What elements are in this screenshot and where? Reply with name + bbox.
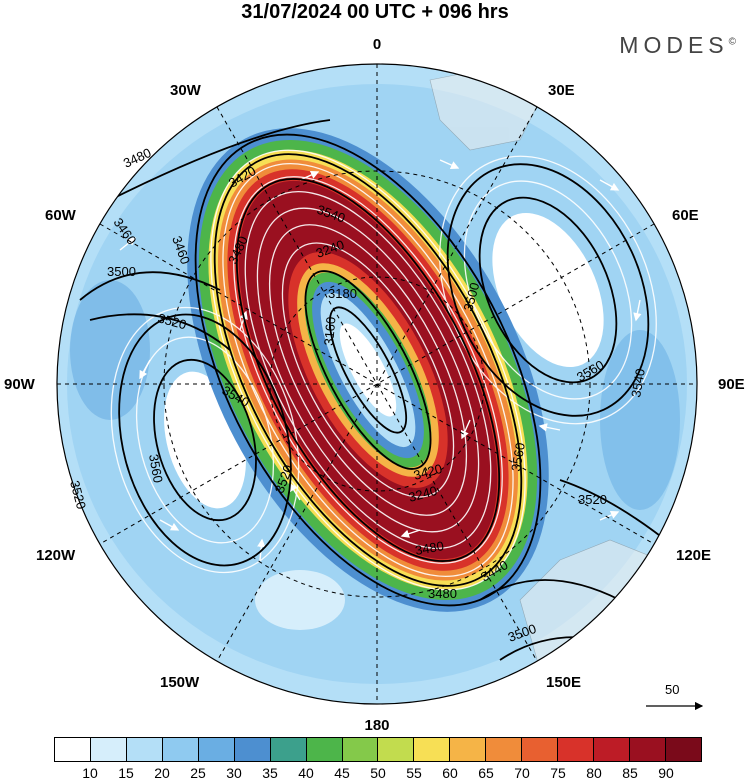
colorbar-tick-label: 20 [154, 765, 170, 781]
lon-label-120w: 120W [36, 547, 76, 564]
colorbar-swatch [414, 738, 451, 761]
reference-vector-label: 50 [665, 682, 680, 697]
graticule [57, 64, 697, 704]
contour-label: 3560 [146, 453, 166, 484]
colorbar-tick-label: 40 [298, 765, 314, 781]
colorbar-swatch [665, 738, 701, 761]
colorbar-tick-label: 70 [514, 765, 530, 781]
colorbar-swatch [342, 738, 379, 761]
colorbar-tick-label: 65 [478, 765, 494, 781]
colorbar-tick-label: 50 [370, 765, 386, 781]
colorbar-tick-label: 35 [262, 765, 278, 781]
contour-label: 3240 [407, 483, 439, 505]
colorbar-swatch [378, 738, 415, 761]
colorbar-tick-label: 55 [406, 765, 422, 781]
contour-label: 3480 [428, 586, 457, 601]
contour-label: 3480 [414, 538, 445, 558]
lon-label-180: 180 [364, 717, 389, 734]
contour-label: 3420 [412, 461, 444, 483]
colorbar-swatch [522, 738, 559, 761]
colorbar-swatch [90, 738, 127, 761]
brand-logo: MODES© [619, 32, 736, 59]
reference-arrow-icon [646, 701, 704, 711]
colorbar-tick-label: 60 [442, 765, 458, 781]
colorbar-swatch [558, 738, 595, 761]
lon-label-90e: 90E [718, 376, 745, 393]
geopotential-contours [79, 119, 691, 661]
contour-label: 3520 [578, 492, 607, 507]
colorbar-ticks: 10 15 20 25 30 35 40 45 50 55 60 65 70 75 80 85 90 [54, 765, 702, 781]
map-title: 31/07/2024 00 UTC + 096 hrs [241, 1, 509, 23]
contour-label: 3520 [67, 479, 89, 511]
colorbar-swatch [270, 738, 307, 761]
brand-name: MODES [619, 32, 729, 58]
colorbar-swatch [486, 738, 523, 761]
colorbar-swatch [198, 738, 235, 761]
colorbar-tick-label: 75 [550, 765, 566, 781]
contour-label: 3560 [508, 441, 528, 472]
colorbar-tick-label: 45 [334, 765, 350, 781]
colorbar [54, 737, 702, 762]
wind-arrows [119, 159, 642, 561]
lon-label-150e: 150E [546, 674, 581, 691]
colorbar-swatch [306, 738, 343, 761]
colorbar-tick-label: 80 [586, 765, 602, 781]
colorbar-swatch [126, 738, 163, 761]
colorbar-tick-label: 90 [658, 765, 674, 781]
brand-copyright: © [728, 36, 736, 48]
jet-stream-band [187, 128, 549, 612]
colorbar-swatch [55, 738, 91, 761]
reference-vector: 50 [640, 682, 710, 722]
colorbar-tick-label: 25 [190, 765, 206, 781]
low-wind-core-east [492, 212, 604, 368]
colorbar-tick-label: 30 [226, 765, 242, 781]
map-boundary [56, 63, 698, 705]
contour-label: 3520 [156, 310, 188, 332]
wind-streamlines [110, 149, 657, 591]
colorbar-swatch [630, 738, 666, 761]
colorbar-swatch [162, 738, 199, 761]
lon-label-30w: 30W [170, 82, 202, 99]
lon-label-30e: 30E [548, 82, 575, 99]
contour-label: 3540 [628, 367, 648, 398]
contour-label: 3180 [328, 286, 357, 301]
longitude-labels: 0 180 90W 90E 30W 30E 60W 60E 120W 120E … [4, 36, 745, 734]
colorbar-swatch [594, 738, 630, 761]
lon-label-150w: 150W [160, 674, 200, 691]
lon-label-90w: 90W [4, 376, 36, 393]
lon-label-60w: 60W [45, 207, 77, 224]
colorbar-tick-label: 85 [622, 765, 638, 781]
polar-map: 3480 3460 3420 3540 3240 3180 3160 3500 … [4, 36, 745, 734]
contour-label: 3160 [321, 316, 338, 346]
contour-label: 3500 [460, 281, 482, 313]
colorbar-swatch [234, 738, 271, 761]
contour-label: 3500 [107, 264, 136, 279]
lon-label-120e: 120E [676, 547, 711, 564]
colorbar-tick-label: 10 [82, 765, 98, 781]
lon-label-60e: 60E [672, 207, 699, 224]
colorbar-tick-label: 15 [118, 765, 134, 781]
lon-label-0: 0 [373, 36, 381, 53]
colorbar-swatch [450, 738, 487, 761]
